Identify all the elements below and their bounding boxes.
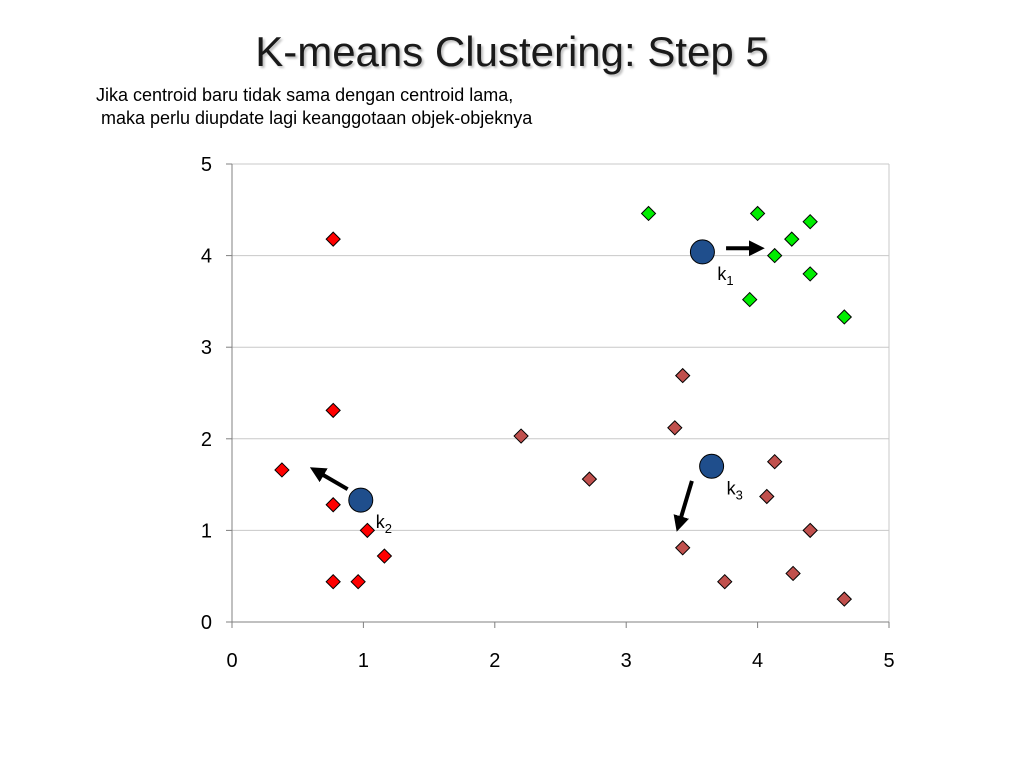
subtitle: Jika centroid baru tidak sama dengan cen… (96, 84, 532, 130)
centroid-arrow-3 (673, 480, 694, 532)
data-point-s1-3 (784, 231, 800, 247)
centroid-marker-3 (699, 453, 725, 479)
data-point-s2-0 (674, 367, 691, 384)
data-point-s2-8 (717, 573, 733, 590)
data-point-s0-3 (325, 497, 341, 513)
data-point-s2-10 (836, 591, 853, 607)
data-point-s2-5 (759, 488, 775, 505)
x-tick-label-0: 0 (226, 650, 237, 672)
centroids: k1 k2 k3 (309, 239, 765, 536)
data-point-s1-4 (766, 247, 783, 264)
data-point-s1-2 (802, 214, 818, 230)
data-point-s2-1 (513, 428, 529, 444)
data-point-s2-3 (766, 453, 783, 470)
centroid-marker-2 (348, 487, 374, 513)
x-tick-label-1: 1 (358, 650, 369, 672)
data-point-s0-1 (325, 402, 341, 419)
y-tick-label-0: 0 (201, 612, 212, 634)
axes: 0 1 2 3 4 5 0 1 2 3 4 5 (201, 154, 895, 672)
centroid-label-1: k1 (717, 264, 733, 288)
data-point-s1-7 (836, 309, 853, 325)
y-tick-label-2: 2 (201, 429, 212, 451)
y-tick-label-1: 1 (201, 520, 212, 542)
data-point-s2-6 (802, 522, 818, 539)
y-tick-label-4: 4 (201, 246, 212, 268)
centroid-label-2: k2 (376, 512, 392, 536)
centroid-marker-1 (689, 239, 715, 265)
data-point-s1-6 (742, 291, 758, 308)
data-point-s2-4 (581, 471, 598, 487)
centroid-label-3: k3 (727, 478, 743, 502)
data-point-s2-7 (674, 540, 691, 556)
data-point-s0-4 (359, 522, 376, 539)
data-point-s1-0 (640, 205, 657, 222)
x-tick-label-2: 2 (489, 650, 500, 672)
data-point-s2-9 (785, 565, 801, 582)
y-tick-label-3: 3 (201, 337, 212, 359)
data-point-s0-7 (350, 573, 366, 590)
data-point-s2-2 (667, 420, 683, 436)
subtitle-line-1: Jika centroid baru tidak sama dengan cen… (96, 85, 514, 105)
data-point-s0-6 (325, 573, 341, 590)
x-tick-label-4: 4 (752, 650, 763, 672)
y-tick-label-5: 5 (201, 154, 212, 176)
data-point-s1-1 (749, 205, 766, 222)
subtitle-line-2: maka perlu diupdate lagi keanggotaan obj… (96, 108, 533, 128)
data-points (274, 205, 853, 607)
grid-lines (232, 163, 890, 622)
data-point-s0-2 (274, 462, 290, 478)
x-tick-label-5: 5 (883, 650, 894, 672)
data-point-s1-5 (802, 266, 818, 282)
data-point-s0-0 (325, 231, 341, 247)
data-point-s0-5 (376, 548, 393, 564)
centroid-arrow-2 (309, 467, 349, 491)
x-tick-label-3: 3 (621, 650, 632, 672)
slide-title: K-means Clustering: Step 5 (255, 28, 769, 75)
